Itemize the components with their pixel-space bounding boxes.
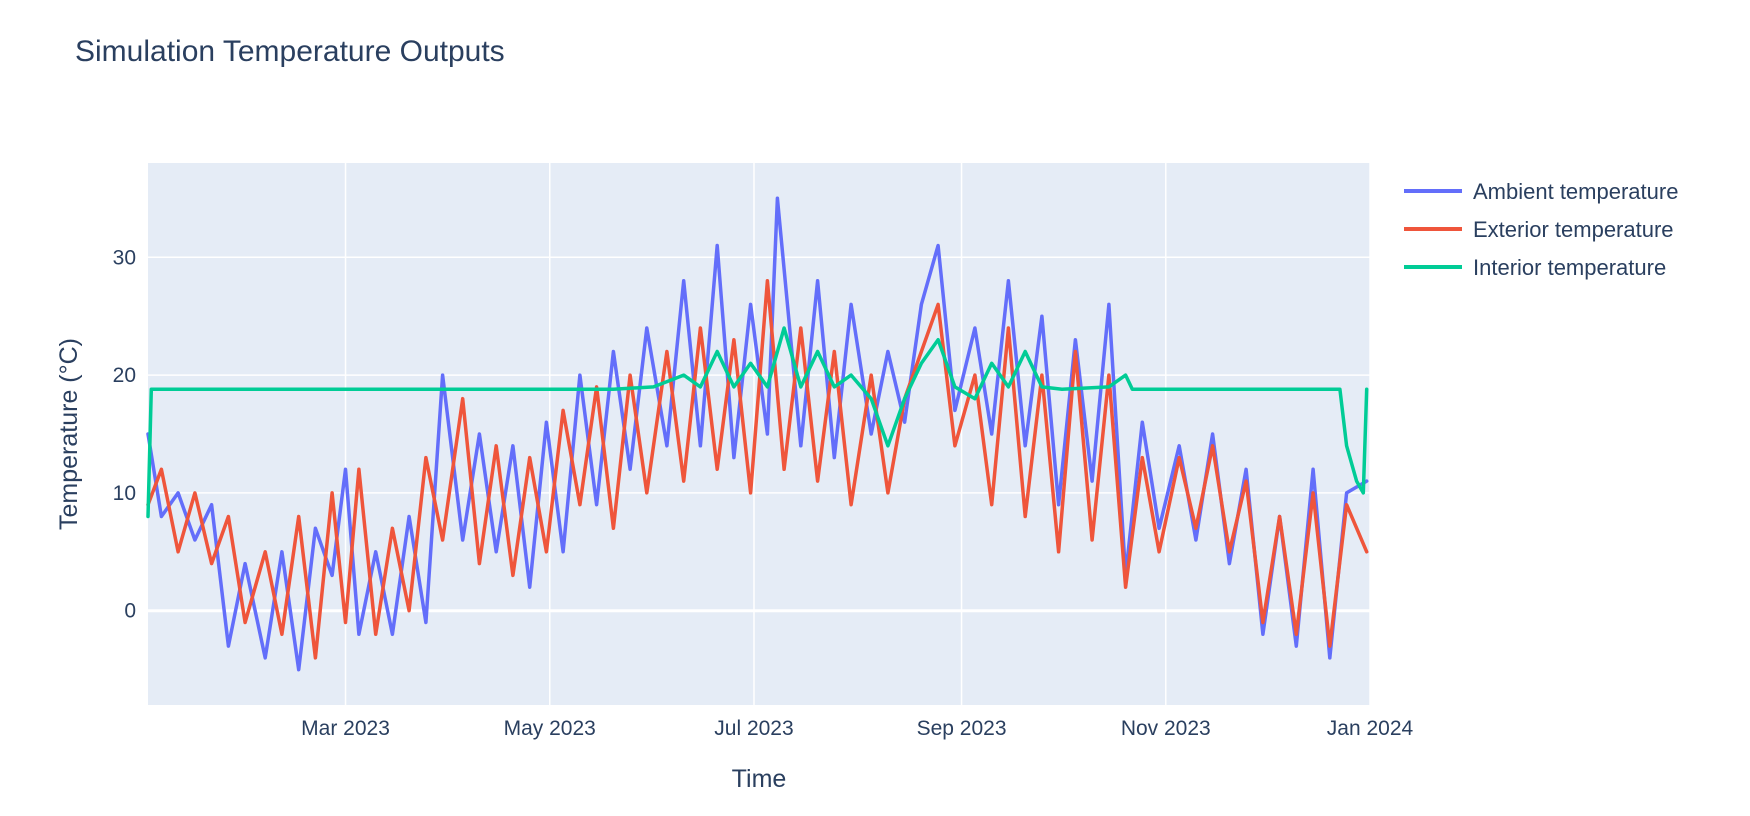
- series-layer: [146, 196, 1369, 672]
- chart-title: Simulation Temperature Outputs: [75, 35, 505, 68]
- plot-area: [148, 163, 1370, 705]
- y-axis-title: Temperature (°C): [55, 338, 83, 530]
- y-tick-label: 30: [113, 246, 136, 269]
- x-tick-label: Mar 2023: [301, 717, 390, 740]
- y-tick-label: 0: [124, 600, 136, 623]
- y-tick-label: 10: [113, 482, 136, 505]
- series-line-2: [146, 279, 1369, 660]
- legend: Ambient temperature Exterior temperature I…: [1404, 179, 1678, 280]
- y-tick-label: 20: [113, 364, 136, 387]
- y-axis-ticks: 0 10 20 30: [113, 246, 136, 622]
- x-tick-label: Nov 2023: [1121, 717, 1211, 740]
- legend-label: Interior temperature: [1473, 255, 1666, 280]
- legend-item: Ambient temperature: [1404, 179, 1678, 204]
- legend-label: Exterior temperature: [1473, 217, 1674, 242]
- series-line-3: [146, 326, 1369, 519]
- x-axis-title: Time: [732, 765, 787, 793]
- x-tick-label: Sep 2023: [917, 717, 1007, 740]
- series-line-1: [146, 196, 1369, 672]
- legend-label: Ambient temperature: [1473, 179, 1678, 204]
- x-tick-label: May 2023: [504, 717, 596, 740]
- legend-item: Exterior temperature: [1404, 217, 1674, 242]
- x-tick-label: Jul 2023: [714, 717, 793, 740]
- x-tick-label: Jan 2024: [1327, 717, 1414, 740]
- legend-item: Interior temperature: [1404, 255, 1666, 280]
- x-axis-ticks: Mar 2023 May 2023 Jul 2023 Sep 2023 Nov 2023…: [301, 717, 1413, 740]
